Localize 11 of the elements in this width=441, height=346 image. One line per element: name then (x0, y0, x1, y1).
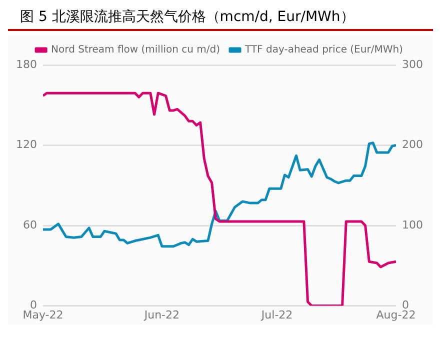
y-tick-label: 60 (22, 218, 37, 232)
legend-label: TTF day-ahead price (Eur/MWh) (244, 44, 404, 56)
y2-tick-label: 200 (402, 138, 424, 152)
y-tick-label: 180 (16, 58, 37, 71)
y2-tick-label: 300 (402, 58, 424, 71)
y-tick-label: 120 (16, 138, 37, 152)
x-tick-label: Jun-22 (143, 308, 180, 322)
x-tick-label: Jul-22 (260, 308, 293, 322)
legend-label: Nord Stream flow (million cu m/d) (51, 44, 220, 56)
chart-title: 图 5 北溪限流推高天然气价格（mcm/d, Eur/MWh） (8, 8, 433, 31)
y2-tick-label: 100 (402, 218, 424, 232)
